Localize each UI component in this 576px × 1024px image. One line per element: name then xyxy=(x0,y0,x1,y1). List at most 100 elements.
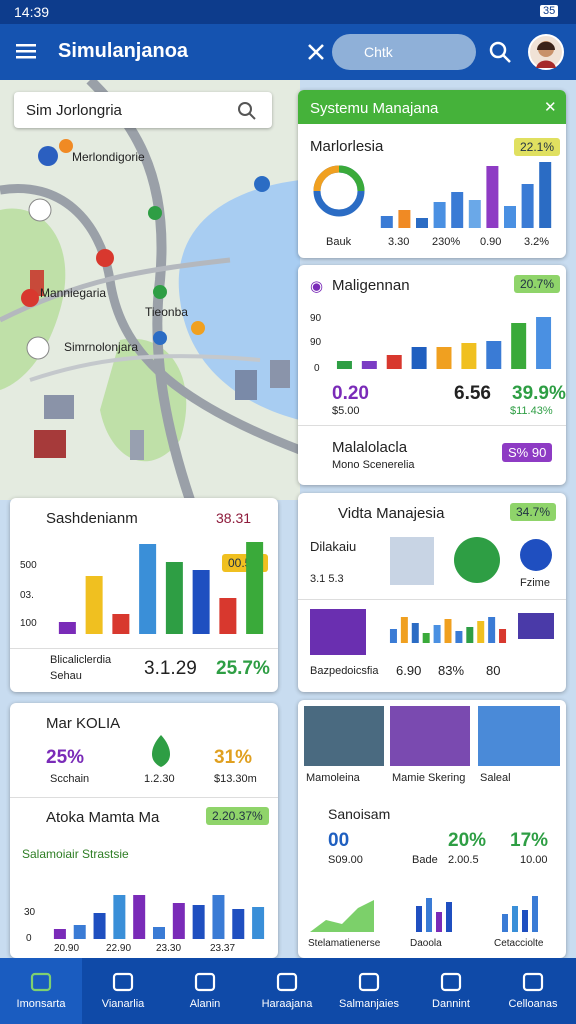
close-icon[interactable] xyxy=(306,42,326,62)
bar xyxy=(153,927,165,939)
bar xyxy=(58,622,76,634)
close[interactable]: ✕ xyxy=(544,99,557,116)
nav-item[interactable]: Celloanas xyxy=(508,998,558,1010)
card-title: Sashdenianm xyxy=(46,510,138,527)
bar xyxy=(436,347,452,369)
nav-icon xyxy=(112,972,134,992)
bar xyxy=(411,623,419,643)
search-icon xyxy=(238,102,256,120)
bar-chart xyxy=(336,317,552,369)
stat-sub: Scchain xyxy=(50,773,90,785)
nav-icon xyxy=(194,972,216,992)
search-field[interactable]: Chtk xyxy=(332,34,476,70)
bar xyxy=(232,909,245,939)
nav-item[interactable]: Alanin xyxy=(189,998,221,1010)
bar xyxy=(361,361,377,369)
bar xyxy=(422,633,430,643)
footer-label: Blicaliclerdia xyxy=(50,654,112,666)
footer-label: Bazpedoicsfia xyxy=(310,665,379,677)
stat: 6.56 xyxy=(454,383,491,404)
bar xyxy=(488,617,496,643)
bar xyxy=(539,162,552,228)
bar xyxy=(511,323,527,369)
card-title: Sanoisam xyxy=(328,806,391,822)
stat: 0.20 xyxy=(332,383,369,404)
bar xyxy=(433,202,446,228)
map-label: Simrnolonjara xyxy=(64,340,139,354)
bar xyxy=(112,614,130,634)
image-caption: Mamie Skering xyxy=(392,772,466,784)
card-title: Marlorlesia xyxy=(310,138,384,155)
nav-icon xyxy=(276,972,298,992)
axis-label: 0.90 xyxy=(480,236,502,248)
card: Mar KOLIA 25% 31% Scchain 1.2.30 $13.30m… xyxy=(10,703,278,958)
avatar[interactable] xyxy=(528,34,564,70)
bar xyxy=(499,629,507,643)
chart-caption: Stelamatienerse xyxy=(308,938,381,949)
row-sub: Mono Scenerelia xyxy=(332,459,415,471)
stat-sub: S09.00 xyxy=(328,854,363,866)
search-text: Chtk xyxy=(364,44,393,60)
axis-label: Bauk xyxy=(326,236,352,248)
bar xyxy=(451,192,464,228)
bar-chart xyxy=(53,895,265,939)
stat: 20% xyxy=(448,830,487,851)
bar xyxy=(192,570,210,634)
image-caption: Mamoleina xyxy=(306,772,360,784)
x-label: 20.90 xyxy=(54,943,80,954)
bar xyxy=(73,925,86,939)
image-caption: Saleal xyxy=(480,772,511,784)
nav-item[interactable]: Haraajana xyxy=(261,998,313,1010)
map-search[interactable]: Sim Jorlongria xyxy=(14,92,272,128)
y-tick: 500 xyxy=(20,560,37,571)
nav-item[interactable]: Vianarlia xyxy=(101,998,145,1010)
bar xyxy=(433,625,441,643)
time: 14:39 xyxy=(14,4,50,20)
card: ◉ Maligennan 20.7% 90 90 0 0.20 6.56 39.… xyxy=(298,265,566,485)
badge[interactable]: S% 90 xyxy=(502,443,553,462)
axis-label: 3.30 xyxy=(388,236,410,248)
badge: 20.7% xyxy=(514,275,561,293)
nav-item[interactable]: Salmanjaies xyxy=(339,998,399,1010)
section-title: Atoka Mamta Ma xyxy=(46,809,160,826)
nav-item[interactable]: Dannint xyxy=(432,998,470,1010)
bar xyxy=(139,544,157,634)
bar xyxy=(219,598,237,634)
stat: 3.1.29 xyxy=(144,658,197,679)
bar xyxy=(336,361,352,369)
x-label: 22.90 xyxy=(106,943,132,954)
y-tick: 30 xyxy=(24,907,36,918)
side-label: Fzime xyxy=(520,577,550,589)
stat: 25% xyxy=(46,747,85,768)
stat: 25.7% xyxy=(216,658,270,679)
bar xyxy=(389,629,397,643)
map-label: Manniegaria xyxy=(40,286,107,300)
bar xyxy=(246,542,264,634)
card-header xyxy=(298,90,566,124)
nav-item[interactable]: Imonsarta xyxy=(16,998,66,1010)
map xyxy=(0,80,300,500)
card: Sashdenianm 38.31 00.5% 500 03. 100 Blic… xyxy=(10,498,278,692)
search-icon[interactable] xyxy=(488,40,512,64)
bar xyxy=(380,216,393,228)
bar xyxy=(252,907,265,939)
bar xyxy=(133,895,146,939)
axis-label: 230% xyxy=(432,236,461,248)
bar-chart xyxy=(380,162,552,228)
section-sub: Salamoiair Strastsie xyxy=(22,847,129,861)
bar-chart xyxy=(58,542,264,634)
bar xyxy=(416,218,428,228)
card-title: Vidta Manajesia xyxy=(338,505,445,522)
badge: 22.1% xyxy=(514,138,561,156)
bar xyxy=(113,895,126,939)
card-title: Maligennan xyxy=(332,277,410,294)
bar xyxy=(212,895,225,939)
stat: 17% xyxy=(510,830,549,851)
bar xyxy=(468,200,481,228)
menu-icon[interactable] xyxy=(16,42,40,62)
status-bar: 14:39 35 xyxy=(0,0,576,24)
bar xyxy=(172,903,185,939)
bar xyxy=(398,210,411,228)
y-tick: 100 xyxy=(20,618,37,629)
